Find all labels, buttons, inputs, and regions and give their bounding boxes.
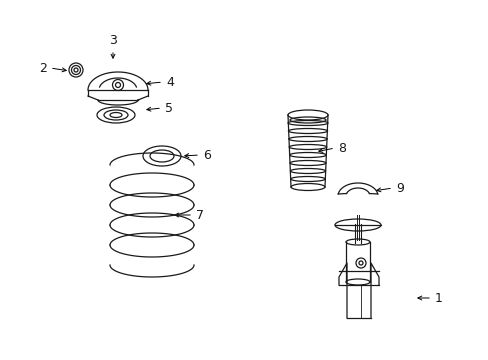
Text: 9: 9 <box>395 181 403 194</box>
Text: 7: 7 <box>196 208 203 221</box>
Text: 4: 4 <box>165 76 174 89</box>
Text: 3: 3 <box>109 34 117 47</box>
Text: 5: 5 <box>164 102 173 114</box>
Text: 1: 1 <box>434 292 442 305</box>
Text: 2: 2 <box>39 62 47 75</box>
Text: 8: 8 <box>337 141 346 154</box>
Text: 6: 6 <box>203 149 210 162</box>
